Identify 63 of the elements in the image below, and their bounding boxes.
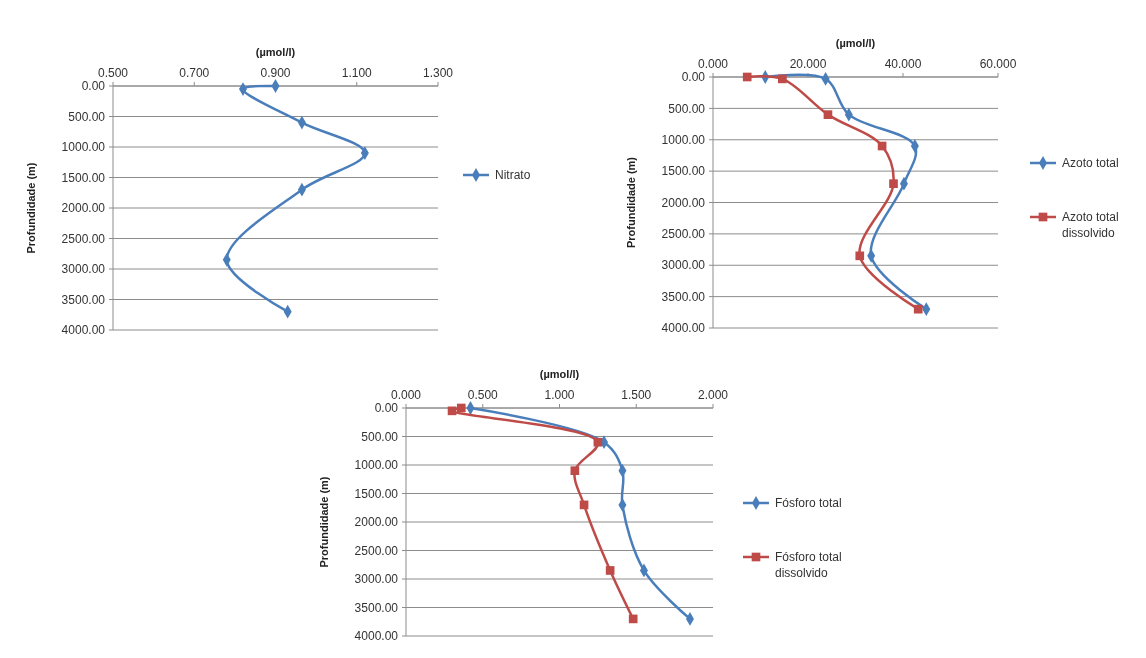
legend-label: Azoto total	[1062, 156, 1119, 171]
y-axis-title: Profundidade (m)	[25, 162, 37, 254]
point	[889, 179, 898, 189]
y-tick-label: 3000.00	[661, 258, 706, 273]
point	[855, 251, 865, 261]
x-axis-title: (µmol/l)	[539, 368, 580, 380]
y-axis-title: Profundidade (m)	[318, 476, 330, 568]
point	[742, 72, 752, 82]
x-tick-label: 20.000	[789, 57, 827, 71]
y-tick-label: 4000.00	[661, 321, 706, 336]
y-tick-label: 0.00	[374, 401, 399, 416]
x-tick-label: 0.000	[697, 57, 729, 71]
y-tick-label: 3000.00	[354, 572, 399, 587]
x-tick-label: 40.000	[884, 57, 922, 71]
y-tick-label: 3000.00	[61, 262, 106, 277]
y-tick-label: 0.00	[81, 79, 106, 94]
x-tick-label: 0.500	[97, 66, 129, 80]
y-tick-label: 2500.00	[61, 231, 106, 246]
point	[605, 566, 615, 575]
x-tick-label: 0.700	[179, 66, 210, 80]
x-axis-title: (µmol/l)	[255, 46, 296, 58]
y-tick-label: 1000.00	[354, 458, 399, 473]
legend-label: Fósforo total	[775, 496, 842, 511]
x-tick-label: 0.000	[390, 388, 422, 402]
y-tick-label: 3500.00	[354, 600, 399, 615]
x-tick-label: 1.000	[544, 388, 575, 402]
y-tick-label: 1500.00	[61, 170, 106, 185]
x-tick-label: 1.100	[341, 66, 373, 80]
x-tick-label: 60.000	[979, 57, 1017, 71]
y-tick-label: 1000.00	[661, 132, 706, 147]
legend-label: Azoto total dissolvido	[1062, 210, 1119, 240]
y-tick-label: 2000.00	[61, 201, 106, 216]
y-tick-label: 1500.00	[661, 164, 706, 179]
point	[570, 466, 580, 476]
legend-label: Nitrato	[495, 168, 531, 183]
y-tick-label: 4000.00	[354, 629, 399, 644]
y-axis-title: Profundidade (m)	[625, 156, 637, 249]
y-tick-label: 2500.00	[661, 227, 706, 242]
y-tick-label: 500.00	[361, 429, 399, 444]
y-tick-label: 3500.00	[61, 292, 106, 307]
y-tick-label: 3500.00	[661, 289, 706, 304]
x-tick-label: 1.500	[621, 388, 652, 402]
x-tick-label: 0.900	[260, 66, 291, 80]
x-tick-label: 1.300	[422, 66, 454, 80]
point	[823, 110, 833, 119]
legend-label: Fósforo total dissolvido	[775, 550, 842, 580]
y-tick-label: 4000.00	[61, 323, 106, 338]
x-tick-label: 0.500	[467, 388, 499, 402]
y-tick-label: 2500.00	[354, 543, 399, 558]
x-tick-label: 2.000	[697, 388, 729, 402]
point	[456, 403, 466, 413]
x-axis-title: (µmol/l)	[835, 37, 876, 49]
point	[593, 437, 603, 447]
y-tick-label: 2000.00	[661, 195, 706, 210]
y-tick-label: 500.00	[68, 109, 106, 124]
point	[913, 304, 923, 314]
y-tick-label: 2000.00	[354, 515, 399, 530]
y-tick-label: 0.00	[681, 70, 706, 85]
y-tick-label: 500.00	[668, 101, 706, 116]
point	[628, 614, 638, 624]
y-tick-label: 1500.00	[354, 486, 399, 501]
point	[778, 74, 787, 84]
y-tick-label: 1000.00	[61, 140, 106, 155]
